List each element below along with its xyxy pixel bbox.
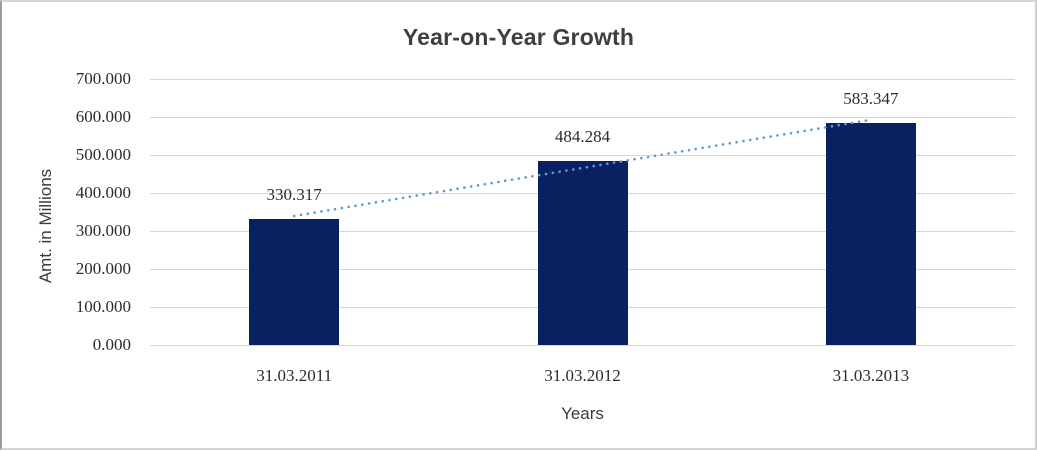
- x-axis-tick-label: 31.03.2012: [544, 366, 621, 385]
- x-axis-tick-label: 31.03.2011: [256, 366, 333, 385]
- plot-area: [150, 79, 1015, 346]
- bar: [537, 160, 628, 345]
- x-axis-tick-label: 31.03.2013: [832, 366, 910, 385]
- bar: [249, 219, 340, 345]
- bar: [825, 123, 916, 345]
- y-axis-tick-label: 600.000: [75, 107, 131, 126]
- gridline: [150, 345, 1015, 346]
- y-axis-tick-label: 300.000: [75, 221, 131, 240]
- bar-value-label: 330.317: [266, 185, 322, 205]
- y-axis-tick-label: 500.000: [75, 145, 131, 164]
- bar-value-label: 583.347: [843, 89, 899, 109]
- y-axis-tick-label: 0.000: [92, 335, 131, 354]
- y-axis-tick-label: 700.000: [75, 69, 131, 88]
- x-axis-title: Years: [561, 404, 604, 423]
- gridline: [150, 117, 1015, 118]
- y-axis-tick-label: 400.000: [75, 183, 131, 202]
- y-axis-tick-label: 100.000: [75, 297, 131, 316]
- bar-value-label: 484.284: [554, 126, 611, 146]
- gridline: [150, 79, 1015, 80]
- y-axis-tick-label: 200.000: [75, 259, 131, 278]
- chart-title: Year-on-Year Growth: [402, 24, 635, 50]
